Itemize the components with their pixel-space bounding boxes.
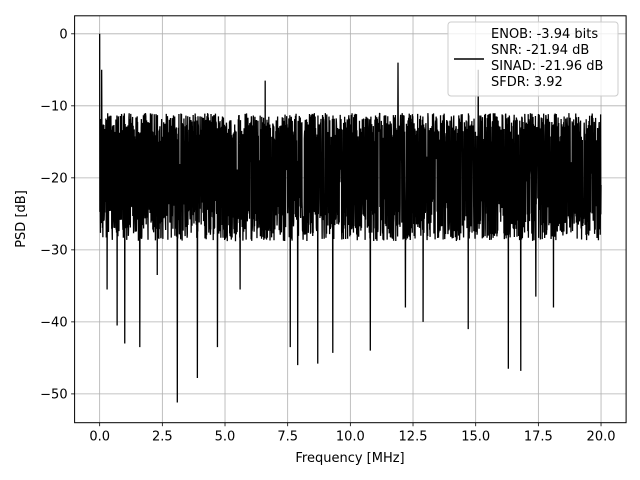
x-tick-label: 15.0 [461, 430, 490, 445]
legend-entry-enob: ENOB: -3.94 bits [491, 27, 598, 42]
plot-area [99, 33, 602, 403]
legend-entry-snr: SNR: -21.94 dB [491, 43, 589, 58]
x-axis: 0.0 2.5 5.0 7.5 10.0 12.5 15.0 17.5 20.0 [89, 422, 616, 445]
x-tick-label: 5.0 [215, 430, 236, 445]
psd-series-line [99, 33, 602, 403]
legend-box [447, 21, 619, 97]
x-tick-label: 20.0 [587, 430, 616, 445]
y-tick-label: −40 [40, 315, 67, 330]
y-tick-label: −20 [40, 171, 67, 186]
y-tick-label: −50 [40, 387, 67, 402]
x-tick-label: 0.0 [89, 430, 110, 445]
x-tick-label: 12.5 [399, 430, 428, 445]
y-axis-label: PSD [dB] [14, 190, 29, 248]
x-axis-label: Frequency [MHz] [295, 451, 404, 466]
x-tick-label: 17.5 [524, 430, 553, 445]
legend-entry-sfdr: SFDR: 3.92 [491, 75, 563, 90]
legend-entry-sinad: SINAD: -21.96 dB [491, 59, 603, 74]
y-tick-label: 0 [59, 27, 67, 42]
x-tick-label: 10.0 [336, 430, 365, 445]
x-tick-label: 7.5 [277, 430, 298, 445]
y-axis: 0 −10 −20 −30 −40 −50 [40, 27, 75, 402]
legend: ENOB: -3.94 bits SNR: -21.94 dB SINAD: -… [447, 21, 619, 97]
y-tick-label: −30 [40, 243, 67, 258]
x-tick-label: 2.5 [152, 430, 173, 445]
plot-frame [74, 15, 627, 424]
y-tick-label: −10 [40, 99, 67, 114]
